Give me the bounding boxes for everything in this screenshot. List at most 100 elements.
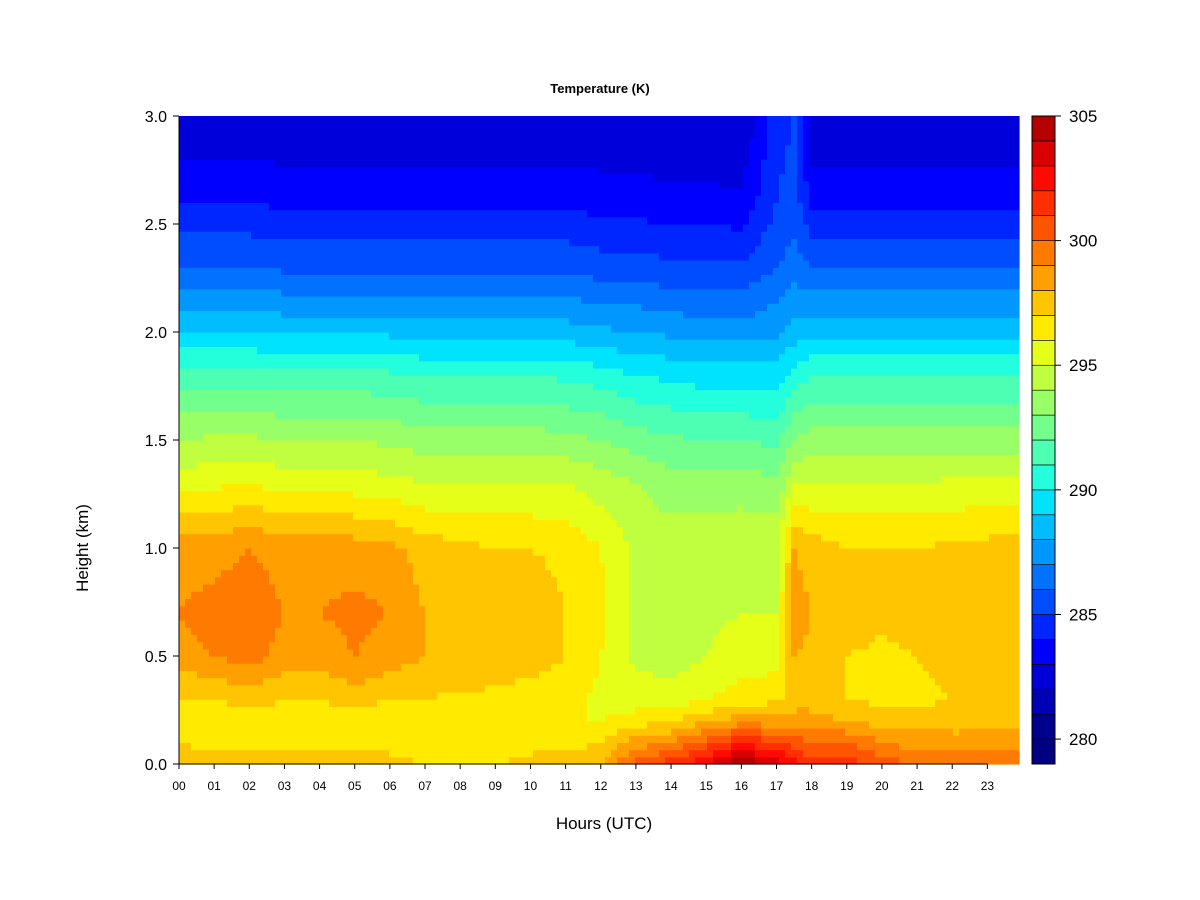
heat-cell bbox=[221, 555, 228, 563]
heat-cell bbox=[353, 360, 360, 369]
heat-cell bbox=[251, 555, 258, 563]
heat-cell bbox=[221, 281, 228, 290]
heat-cell bbox=[239, 656, 246, 664]
heat-cell bbox=[263, 180, 270, 189]
heat-cell bbox=[287, 634, 294, 643]
heat-cell bbox=[371, 461, 378, 470]
heat-cell bbox=[479, 166, 486, 175]
heat-cell bbox=[203, 180, 210, 189]
heat-cell bbox=[239, 540, 246, 549]
heat-cell bbox=[245, 749, 252, 758]
heat-cell bbox=[497, 742, 504, 751]
heat-cell bbox=[311, 425, 318, 434]
heat-cell bbox=[215, 396, 222, 405]
heat-cell bbox=[179, 476, 186, 484]
heat-cell bbox=[227, 159, 234, 167]
heat-cell bbox=[509, 634, 516, 643]
heat-cell bbox=[347, 728, 354, 736]
heat-cell bbox=[389, 216, 396, 225]
heat-cell bbox=[479, 591, 486, 599]
heat-cell bbox=[491, 346, 498, 355]
heat-cell bbox=[197, 670, 204, 679]
heat-cell bbox=[341, 605, 348, 614]
heat-cell bbox=[395, 677, 402, 686]
heat-cell bbox=[437, 202, 444, 211]
heat-cell bbox=[443, 440, 450, 448]
heat-cell bbox=[389, 411, 396, 419]
heat-cell bbox=[227, 735, 234, 743]
heat-cell bbox=[437, 591, 444, 599]
heat-cell bbox=[491, 116, 498, 124]
heat-cell bbox=[443, 634, 450, 643]
heat-cell bbox=[437, 540, 444, 549]
heat-cell bbox=[305, 663, 312, 671]
heat-cell bbox=[251, 346, 258, 355]
heat-cell bbox=[443, 684, 450, 693]
heat-cell bbox=[281, 497, 288, 506]
heat-cell bbox=[437, 238, 444, 247]
heat-cell bbox=[311, 180, 318, 189]
heat-cell bbox=[275, 123, 282, 131]
heat-cell bbox=[461, 713, 468, 722]
heat-cell bbox=[413, 620, 420, 628]
heat-cell bbox=[209, 504, 216, 513]
heat-cell bbox=[413, 526, 420, 535]
heat-cell bbox=[449, 281, 456, 290]
heat-cell bbox=[281, 663, 288, 671]
heat-cell bbox=[185, 382, 192, 391]
heat-cell bbox=[425, 569, 432, 578]
heat-cell bbox=[239, 713, 246, 722]
heat-cell bbox=[497, 447, 504, 455]
heat-cell bbox=[371, 533, 378, 542]
heat-cell bbox=[467, 317, 474, 326]
heat-cell bbox=[311, 756, 318, 765]
heat-cell bbox=[353, 670, 360, 679]
heat-cell bbox=[383, 533, 390, 542]
heat-cell bbox=[215, 728, 222, 736]
heat-cell bbox=[425, 749, 432, 758]
heat-cell bbox=[221, 447, 228, 455]
heat-cell bbox=[395, 346, 402, 355]
heat-cell bbox=[329, 346, 336, 355]
heat-cell bbox=[473, 699, 480, 707]
heat-cell bbox=[365, 699, 372, 707]
heat-cell bbox=[497, 353, 504, 362]
heat-cell bbox=[467, 756, 474, 765]
heat-cell bbox=[383, 576, 390, 585]
heat-cell bbox=[365, 339, 372, 347]
heat-cell bbox=[509, 584, 516, 592]
heat-cell bbox=[395, 699, 402, 707]
heat-cell bbox=[473, 692, 480, 700]
heat-cell bbox=[419, 123, 426, 131]
heat-cell bbox=[281, 382, 288, 391]
heat-cell bbox=[341, 468, 348, 477]
heat-cell bbox=[281, 656, 288, 664]
heat-cell bbox=[353, 224, 360, 232]
heat-cell bbox=[365, 641, 372, 650]
heat-cell bbox=[197, 116, 204, 124]
heat-cell bbox=[443, 648, 450, 657]
heat-cell bbox=[365, 713, 372, 722]
heat-cell bbox=[389, 173, 396, 182]
heat-cell bbox=[359, 411, 366, 419]
heat-cell bbox=[497, 735, 504, 743]
heat-cell bbox=[449, 224, 456, 232]
heat-cell bbox=[185, 641, 192, 650]
heat-cell bbox=[311, 252, 318, 261]
heat-cell bbox=[287, 569, 294, 578]
heat-cell bbox=[431, 447, 438, 455]
heat-cell bbox=[365, 735, 372, 743]
heat-cell bbox=[239, 692, 246, 700]
heat-cell bbox=[191, 375, 198, 383]
heat-cell bbox=[509, 497, 516, 506]
heat-cell bbox=[509, 692, 516, 700]
heat-cell bbox=[467, 576, 474, 585]
heat-cell bbox=[293, 706, 300, 715]
heat-cell bbox=[185, 303, 192, 311]
heat-cell bbox=[323, 648, 330, 657]
heat-cell bbox=[395, 555, 402, 563]
heat-cell bbox=[455, 245, 462, 254]
heat-cell bbox=[407, 555, 414, 563]
heat-cell bbox=[245, 713, 252, 722]
heat-cell bbox=[413, 627, 420, 635]
